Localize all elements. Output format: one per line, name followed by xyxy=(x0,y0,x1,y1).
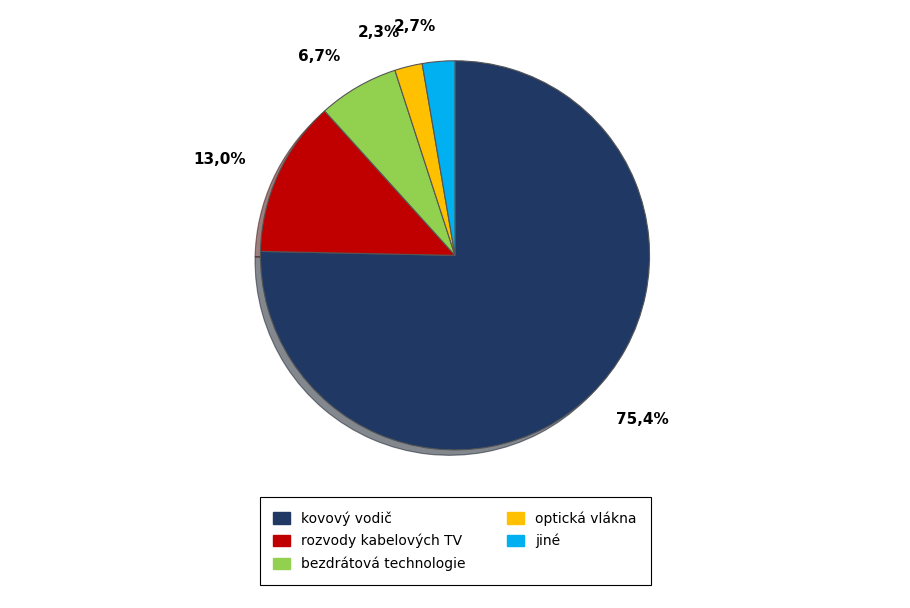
Wedge shape xyxy=(325,71,455,255)
Text: 75,4%: 75,4% xyxy=(616,412,669,427)
Text: 13,0%: 13,0% xyxy=(194,153,247,167)
Text: 2,7%: 2,7% xyxy=(393,19,436,34)
Text: 6,7%: 6,7% xyxy=(298,49,340,64)
Text: 2,3%: 2,3% xyxy=(358,25,400,40)
Wedge shape xyxy=(260,61,650,450)
Wedge shape xyxy=(395,64,455,255)
Legend: kovový vodič, rozvody kabelových TV, bezdrátová technologie, optická vlákna, jin: kovový vodič, rozvody kabelových TV, bez… xyxy=(259,497,651,585)
Wedge shape xyxy=(260,111,455,255)
Wedge shape xyxy=(422,61,455,255)
